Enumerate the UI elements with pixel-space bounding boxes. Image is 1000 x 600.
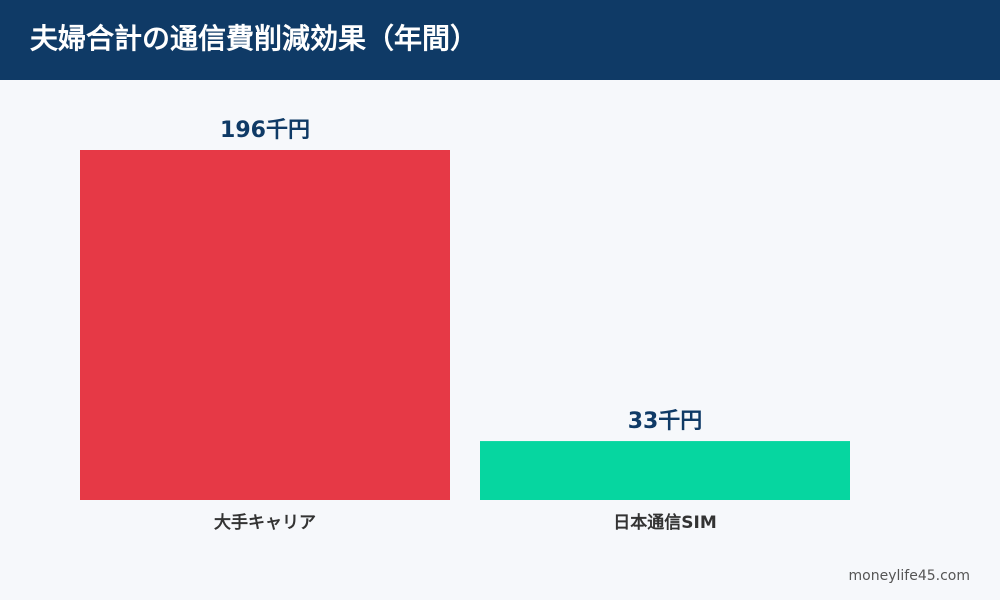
header-band (0, 0, 1000, 80)
bar (480, 441, 850, 500)
source: moneylife45.com (849, 568, 970, 584)
x-tick-label: 大手キャリア (214, 512, 316, 533)
chart-title: 夫婦合計の通信費削減効果（年間） (30, 22, 478, 55)
value-label: 33千円 (628, 409, 703, 434)
bar (80, 150, 450, 500)
x-tick-label: 日本通信SIM (613, 512, 717, 533)
value-label: 196千円 (220, 118, 310, 143)
